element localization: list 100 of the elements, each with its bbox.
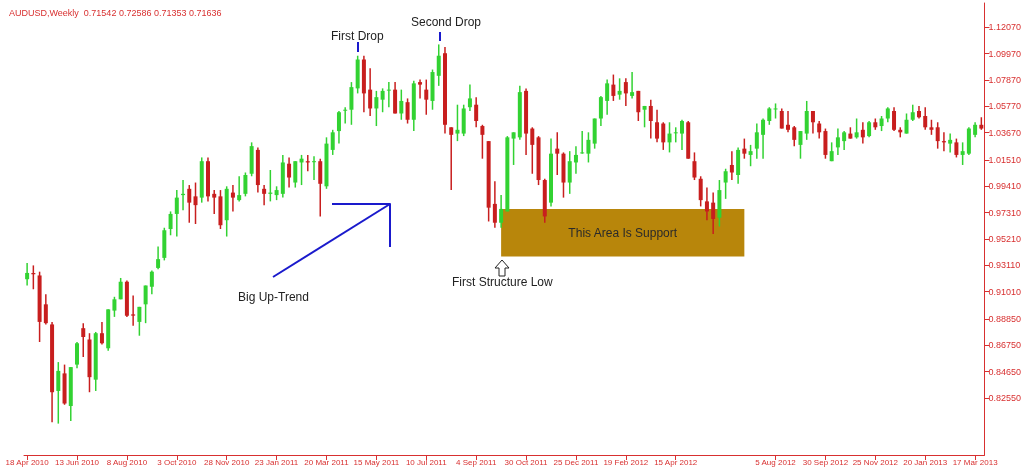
- candlestick: [761, 117, 766, 160]
- candlestick: [573, 145, 578, 175]
- candlestick: [449, 126, 454, 191]
- candlestick: [948, 132, 953, 154]
- candlestick: [754, 122, 759, 160]
- candlestick: [598, 95, 603, 127]
- annotation: First Structure Low: [452, 275, 554, 289]
- candlestick: [960, 141, 965, 166]
- candlestick: [954, 137, 959, 159]
- candlestick: [835, 127, 840, 156]
- candlestick: [380, 87, 385, 113]
- candlestick: [336, 110, 341, 145]
- x-tick-label: 5 Aug 2012: [755, 457, 797, 467]
- y-tick-label: 1.03670: [988, 127, 1022, 138]
- candlestick: [786, 110, 791, 134]
- x-tick-label: 15 Apr 2012: [654, 457, 698, 467]
- x-tick-label: 30 Sep 2012: [802, 457, 849, 467]
- y-tick-label: 0.97310: [988, 207, 1022, 218]
- y-tick-label: 0.91010: [988, 286, 1022, 297]
- candlestick: [655, 108, 660, 144]
- candlestick: [480, 124, 485, 160]
- candlestick: [374, 90, 379, 127]
- candlestick: [318, 157, 323, 218]
- y-tick-label: 1.01510: [988, 154, 1022, 165]
- candlestick: [723, 167, 728, 200]
- y-tick-label: 0.86750: [988, 340, 1022, 351]
- candlestick: [648, 98, 653, 140]
- band-label: This Area Is Support: [568, 225, 678, 240]
- candlestick: [892, 106, 897, 132]
- candlestick: [81, 322, 86, 358]
- y-tick-label: 0.93110: [988, 260, 1021, 271]
- y-tick-label: 1.05770: [988, 101, 1022, 112]
- candlestick: [636, 90, 641, 122]
- candlestick: [168, 210, 173, 237]
- candlestick: [804, 100, 809, 141]
- candlestick: [729, 150, 734, 181]
- candlestick: [617, 77, 622, 101]
- annotation: First Drop: [331, 29, 384, 43]
- x-tick-label: 20 Mar 2011: [304, 457, 350, 467]
- candlestick: [605, 78, 610, 116]
- candlestick: [823, 127, 828, 160]
- candlestick: [623, 77, 628, 107]
- candlestick: [137, 306, 142, 337]
- candlestick: [455, 103, 460, 142]
- x-tick-label: 23 Jan 2011: [254, 457, 299, 467]
- candlestick: [312, 155, 317, 181]
- candlestick: [586, 131, 591, 164]
- candlestick: [511, 131, 516, 166]
- candlestick: [474, 96, 479, 129]
- candlestick: [25, 262, 30, 287]
- candlestick: [436, 43, 441, 87]
- y-tick-label: 0.82550: [988, 392, 1022, 403]
- candlestick: [187, 184, 192, 224]
- candlestick: [330, 129, 335, 156]
- candlestick: [386, 81, 391, 108]
- candlestick: [923, 106, 928, 131]
- candlestick: [343, 106, 348, 125]
- x-tick-label: 30 Oct 2011: [504, 457, 549, 467]
- x-tick-label: 18 Apr 2010: [5, 457, 50, 467]
- y-tick-label: 0.95210: [988, 233, 1022, 244]
- y-tick-label: 0.99410: [988, 181, 1022, 192]
- candlestick: [779, 107, 784, 130]
- candlestick: [43, 293, 48, 326]
- candlestick: [711, 191, 716, 235]
- candlestick: [405, 97, 410, 125]
- candlestick: [679, 119, 684, 151]
- x-tick-label: 15 May 2011: [353, 457, 400, 467]
- x-tick-label: 8 Aug 2010: [106, 457, 148, 467]
- annotation: Big Up-Trend: [238, 290, 309, 304]
- x-tick-label: 10 Jul 2011: [405, 457, 448, 467]
- candlestick: [99, 321, 104, 346]
- y-tick-label: 1.07870: [988, 74, 1022, 85]
- candlestick: [424, 78, 429, 116]
- candlestick: [798, 130, 803, 160]
- candlestick: [287, 156, 292, 189]
- y-tick-label: 1.09970: [988, 48, 1022, 59]
- y-tick-label: 1.12070: [988, 22, 1022, 33]
- x-tick-label: 4 Sep 2011: [456, 457, 497, 467]
- candlestick: [149, 269, 154, 296]
- candlestick: [935, 121, 940, 150]
- x-tick-label: 25 Dec 2011: [553, 457, 599, 467]
- candlestick: [368, 67, 373, 117]
- x-tick-label: 28 Nov 2010: [204, 457, 250, 467]
- candlestick: [860, 121, 865, 145]
- candlestick: [567, 150, 572, 195]
- candlestick: [75, 341, 80, 370]
- candlestick: [692, 151, 697, 181]
- x-tick-label: 3 Oct 2010: [157, 457, 197, 467]
- candlestick: [611, 73, 616, 102]
- candlestick: [56, 361, 61, 425]
- candlestick: [530, 126, 535, 175]
- candlestick: [630, 71, 635, 100]
- candlestick: [230, 184, 235, 213]
- candlestick: [748, 144, 753, 167]
- candlestick: [555, 131, 560, 176]
- annotation: Second Drop: [411, 15, 482, 29]
- candlestick: [499, 194, 504, 229]
- candlestick: [112, 296, 117, 318]
- candlestick: [854, 117, 859, 140]
- candlestick: [237, 175, 242, 203]
